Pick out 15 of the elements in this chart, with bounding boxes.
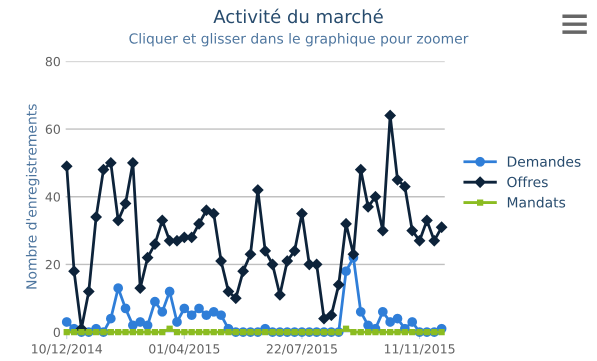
x-tick-label: 10/12/2014 (32, 344, 102, 355)
y-tick-label: 20 (46, 260, 60, 270)
legend-label: Mandats (508, 196, 566, 208)
x-tick-label: 22/07/2015 (266, 344, 337, 355)
y-tick-label: 40 (46, 192, 60, 202)
legend-label: Offres (507, 176, 548, 188)
legend-label: Demandes (508, 156, 581, 167)
x-tick-label: 01/04/2015 (149, 344, 220, 355)
chart-subtitle: Cliquer et glisser dans le graphique pour zoomer (129, 32, 468, 46)
x-tick-label: 11/11/2015 (384, 344, 454, 355)
y-axis-title: Nombre d'enregistrements (26, 104, 40, 289)
y-tick-label: 0 (54, 328, 60, 338)
y-tick-label: 80 (46, 56, 60, 66)
chart-title: Activité du marché (213, 8, 383, 24)
y-tick-label: 60 (46, 124, 60, 134)
